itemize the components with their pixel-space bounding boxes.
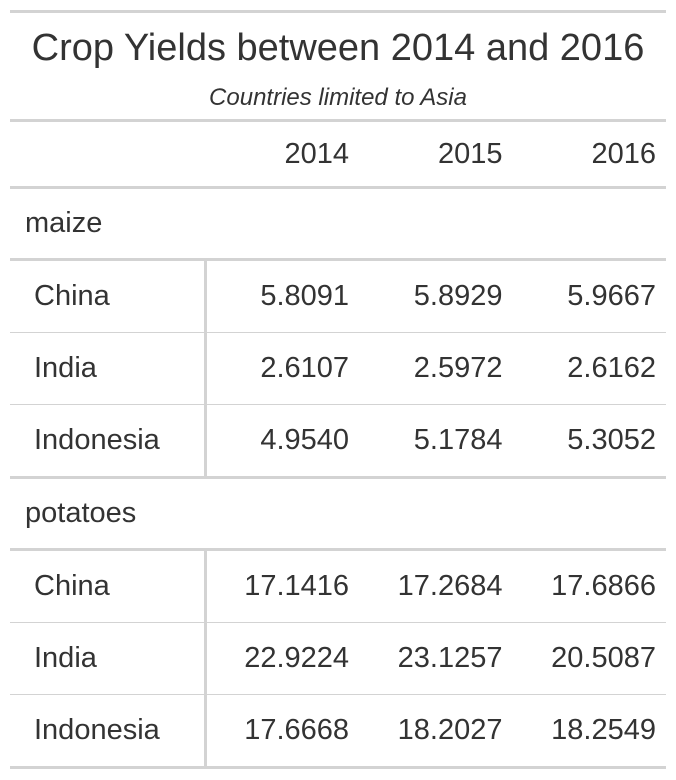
group-row-potatoes: potatoes: [10, 477, 666, 551]
row-label: China: [10, 259, 208, 333]
row-label: Indonesia: [10, 694, 208, 766]
table-row: India 2.6107 2.5972 2.6162: [10, 332, 666, 405]
row-label: Indonesia: [10, 404, 208, 479]
column-header-2015: 2015: [359, 122, 513, 189]
table-cell: 18.2027: [359, 694, 513, 766]
row-label: China: [10, 549, 208, 623]
table-cell: 5.8091: [260, 280, 350, 312]
table-subtitle: Countries limited to Asia: [10, 83, 666, 122]
table-cell: 5.1784: [359, 404, 513, 479]
column-header-row: 2014 2015 2016: [10, 122, 666, 189]
table-row: Indonesia 4.9540 5.1784 5.3052: [10, 404, 666, 479]
table-cell: 17.6668: [205, 694, 360, 766]
table-cell: 18.2549: [512, 694, 666, 766]
table-cell: 5.3052: [512, 404, 666, 479]
table-cell: 2.5972: [359, 332, 513, 405]
table-row: Indonesia 17.6668 18.2027 18.2549: [10, 694, 666, 766]
table-cell: 5.8929: [413, 280, 503, 312]
group-label: potatoes: [10, 477, 666, 551]
group-row-maize: maize: [10, 187, 666, 261]
table-cell: 17.6866: [551, 570, 656, 602]
group-label: maize: [10, 187, 666, 261]
table-cell: 20.5087: [512, 622, 666, 695]
table-cell: 2.6162: [512, 332, 666, 405]
column-header-2016: 2016: [512, 122, 666, 189]
table-cell: 5.9667: [567, 280, 656, 312]
table-cell: 23.1257: [359, 622, 513, 695]
table-row: India 22.9224 23.1257 20.5087: [10, 622, 666, 695]
table-title: Crop Yields between 2014 and 2016: [31, 27, 645, 69]
table-cell: 17.1416: [244, 570, 350, 602]
table-cell: 17.2684: [397, 570, 503, 602]
table-row: China 5.8091 5.8929 5.9667: [10, 259, 666, 333]
row-label: India: [10, 622, 208, 695]
table-cell: 22.9224: [205, 622, 360, 695]
data-table: 2014 2015 2016 maize China 5.8091 5.8929…: [10, 122, 666, 766]
table-cell: 2.6107: [205, 332, 360, 405]
table-row: China 17.1416 17.2684 17.6866: [10, 549, 666, 623]
table-cell: 4.9540: [205, 404, 360, 479]
crop-yields-table: Crop Yields between 2014 and 2016 Countr…: [10, 10, 666, 769]
row-label: India: [10, 332, 208, 405]
stub-header: [10, 122, 206, 189]
column-header-2014: 2014: [205, 122, 360, 189]
